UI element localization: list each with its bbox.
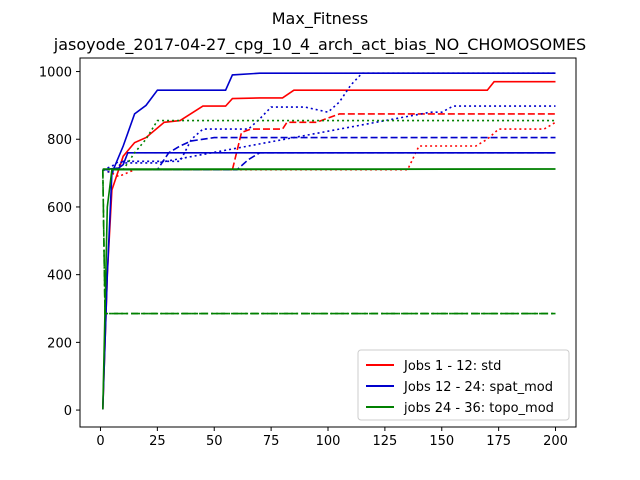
y-tick-label: 1000 — [39, 66, 72, 81]
y-tick-label: 800 — [47, 133, 72, 148]
x-tick-label: 150 — [429, 434, 454, 449]
series-line-5 — [102, 72, 556, 175]
x-tick-label: 125 — [372, 434, 397, 449]
legend-frame — [357, 349, 570, 421]
series-line-8 — [102, 152, 556, 171]
x-tick-label: 0 — [96, 434, 104, 449]
x-tick-label: 100 — [316, 434, 341, 449]
y-axis: 0 200 400 600 800 1000 — [39, 66, 80, 419]
chart-subtitle: jasoyode_2017-04-27_cpg_10_4_arch_act_bi… — [53, 35, 586, 55]
series-line-3 — [102, 72, 556, 410]
series-line-12 — [102, 169, 556, 315]
legend-label-std: Jobs 1 - 12: std — [403, 359, 501, 374]
x-tick-label: 75 — [263, 434, 280, 449]
x-tick-label: 175 — [486, 434, 511, 449]
series-layer — [102, 72, 556, 410]
x-tick-label: 200 — [543, 434, 568, 449]
series-line-7 — [102, 105, 556, 171]
chart-title: Max_Fitness — [272, 9, 369, 29]
y-tick-label: 400 — [47, 269, 72, 284]
legend-label-topo-mod: jobs 24 - 36: topo_mod — [403, 401, 554, 416]
legend-label-spat-mod: Jobs 12 - 24: spat_mod — [403, 380, 553, 395]
legend: Jobs 1 - 12: std Jobs 12 - 24: spat_mod … — [357, 349, 570, 421]
x-axis: 0 25 50 75 100 125 150 175 200 — [96, 427, 568, 449]
series-line-1 — [102, 113, 556, 171]
y-tick-label: 600 — [47, 201, 72, 216]
y-tick-label: 200 — [47, 336, 72, 351]
y-tick-label: 0 — [64, 404, 72, 419]
x-tick-label: 25 — [149, 434, 166, 449]
x-tick-label: 50 — [206, 434, 223, 449]
